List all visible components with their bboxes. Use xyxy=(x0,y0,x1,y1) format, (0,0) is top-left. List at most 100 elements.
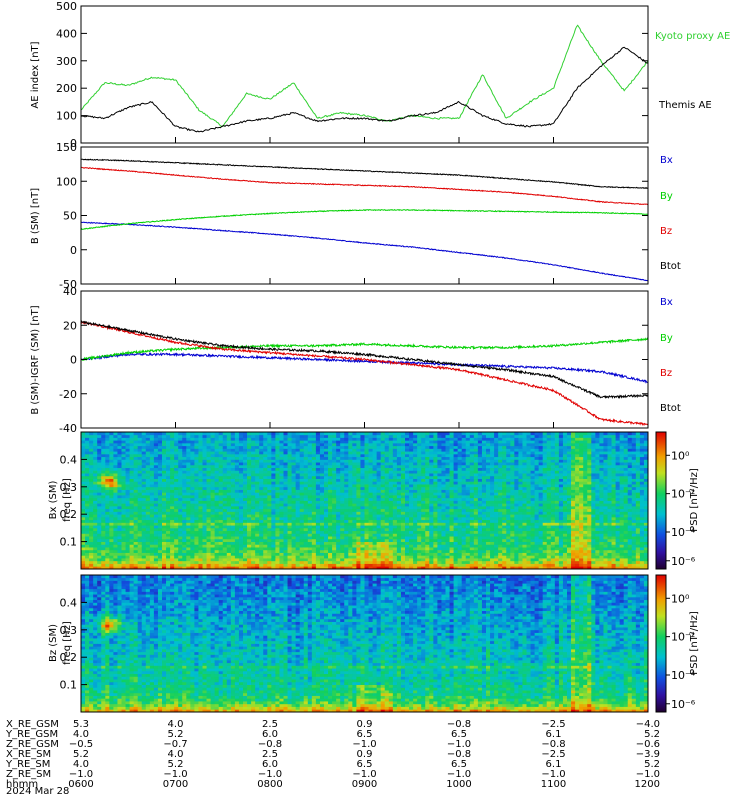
spectrogram-cell xyxy=(97,478,102,482)
spectrogram-cell xyxy=(230,555,236,559)
spectrogram-cell xyxy=(396,467,402,471)
spectrogram-cell xyxy=(97,453,102,458)
spectrogram-cell xyxy=(97,519,102,523)
y-tick-label: 400 xyxy=(56,27,77,40)
spectrogram-cell xyxy=(388,470,394,474)
spectrogram-cell xyxy=(170,459,175,463)
spectrogram-cell xyxy=(295,547,301,551)
spectrogram-cell xyxy=(457,497,463,501)
spectrogram-cell xyxy=(178,505,183,510)
spectrogram-cell xyxy=(469,434,475,438)
spectrogram-cell xyxy=(356,440,361,444)
spectrogram-cell xyxy=(384,538,390,542)
spectrogram-cell xyxy=(417,462,422,466)
spectrogram-cell xyxy=(348,544,353,548)
spectrogram-cell xyxy=(283,503,288,507)
spectrogram-cell xyxy=(405,442,410,447)
spectrogram-cell xyxy=(89,442,94,447)
spectrogram-cell xyxy=(247,459,252,463)
spectrogram-cell xyxy=(117,538,122,542)
spectrogram-cell xyxy=(425,489,430,493)
spectrogram-cell xyxy=(429,492,434,496)
spectrogram-cell xyxy=(267,538,272,542)
spectrogram-cell xyxy=(186,456,191,460)
spectrogram-cell xyxy=(392,437,398,441)
spectrogram-cell xyxy=(243,481,248,485)
spectrogram-cell xyxy=(307,464,313,469)
spectrogram-cell xyxy=(202,503,207,507)
spectrogram-cell xyxy=(93,453,98,458)
spectrogram-cell xyxy=(356,505,361,510)
spectrogram-cell xyxy=(162,478,167,482)
spectrogram-cell xyxy=(384,541,390,545)
spectrogram-cell xyxy=(101,489,106,493)
spectrogram-cell xyxy=(218,451,224,455)
spectrogram-cell xyxy=(396,453,402,458)
spectrogram-cell xyxy=(332,462,337,466)
spectrogram-cell xyxy=(392,432,398,436)
spectrogram-cell xyxy=(429,547,434,551)
spectrogram-cell xyxy=(449,519,454,523)
spectrogram-cell xyxy=(315,511,321,515)
spectrogram-cell xyxy=(85,453,90,458)
spectrogram-cell xyxy=(352,555,357,559)
spectrogram-cell xyxy=(153,478,159,482)
spectrogram-cell xyxy=(324,497,329,501)
spectrogram-cell xyxy=(222,514,228,518)
spectrogram-cell xyxy=(133,456,139,460)
spectrogram-cell xyxy=(360,432,365,436)
spectrogram-cell xyxy=(409,484,414,488)
spectrogram-cell xyxy=(360,505,365,510)
spectrogram-cell xyxy=(469,558,475,562)
spectrogram-cell xyxy=(157,500,163,504)
spectrogram-cell xyxy=(437,456,442,460)
spectrogram-cell xyxy=(303,486,309,490)
spectrogram-cell xyxy=(400,555,406,559)
spectrogram-cell xyxy=(238,484,244,488)
spectrogram-cell xyxy=(162,489,167,493)
spectrogram-cell xyxy=(315,503,321,507)
spectrogram-cell xyxy=(449,434,454,438)
spectrogram-cell xyxy=(149,497,155,501)
spectrogram-cell xyxy=(437,525,442,529)
spectrogram-cell xyxy=(243,467,248,471)
spectrogram-cell xyxy=(392,549,398,553)
spectrogram-cell xyxy=(283,495,288,499)
spectrogram-cell xyxy=(125,481,130,485)
spectrogram-cell xyxy=(117,558,122,562)
spectrogram-cell xyxy=(364,445,369,449)
spectrogram-cell xyxy=(319,549,325,553)
spectrogram-cell xyxy=(396,497,402,501)
spectrogram-cell xyxy=(251,489,256,493)
spectrogram-cell xyxy=(368,440,373,444)
spectrogram-cell xyxy=(344,533,349,537)
spectrogram-cell xyxy=(202,566,207,570)
spectrogram-cell xyxy=(295,440,301,444)
spectrogram-cell xyxy=(234,475,240,479)
spectrogram-cell xyxy=(299,522,305,526)
spectrogram-cell xyxy=(275,514,280,518)
spectrogram-cell xyxy=(133,541,139,545)
spectrogram-cell xyxy=(319,464,325,469)
spectrogram-cell xyxy=(291,560,297,564)
spectrogram-cell xyxy=(344,459,349,463)
spectrogram-cell xyxy=(405,558,410,562)
spectrogram-cell xyxy=(178,456,183,460)
spectrogram-cell xyxy=(133,503,139,507)
spectrogram-cell xyxy=(137,558,143,562)
spectrogram-cell xyxy=(222,456,228,460)
spectrogram-cell xyxy=(230,497,236,501)
spectrogram-cell xyxy=(409,544,414,548)
spectrogram-cell xyxy=(218,456,224,460)
spectrogram-cell xyxy=(409,497,414,501)
spectrogram-cell xyxy=(247,434,252,438)
ae-ylabel: AE index [nT] xyxy=(30,41,41,108)
spectrogram-cell xyxy=(449,448,454,452)
spectrogram-cell xyxy=(405,516,410,521)
spectrogram-cell xyxy=(89,552,94,556)
spectrogram-cell xyxy=(109,552,114,556)
spectrogram-cell xyxy=(230,442,236,447)
spectrogram-cell xyxy=(400,508,406,512)
spectrogram-cell xyxy=(368,536,373,540)
spectrogram-cell xyxy=(433,486,438,490)
